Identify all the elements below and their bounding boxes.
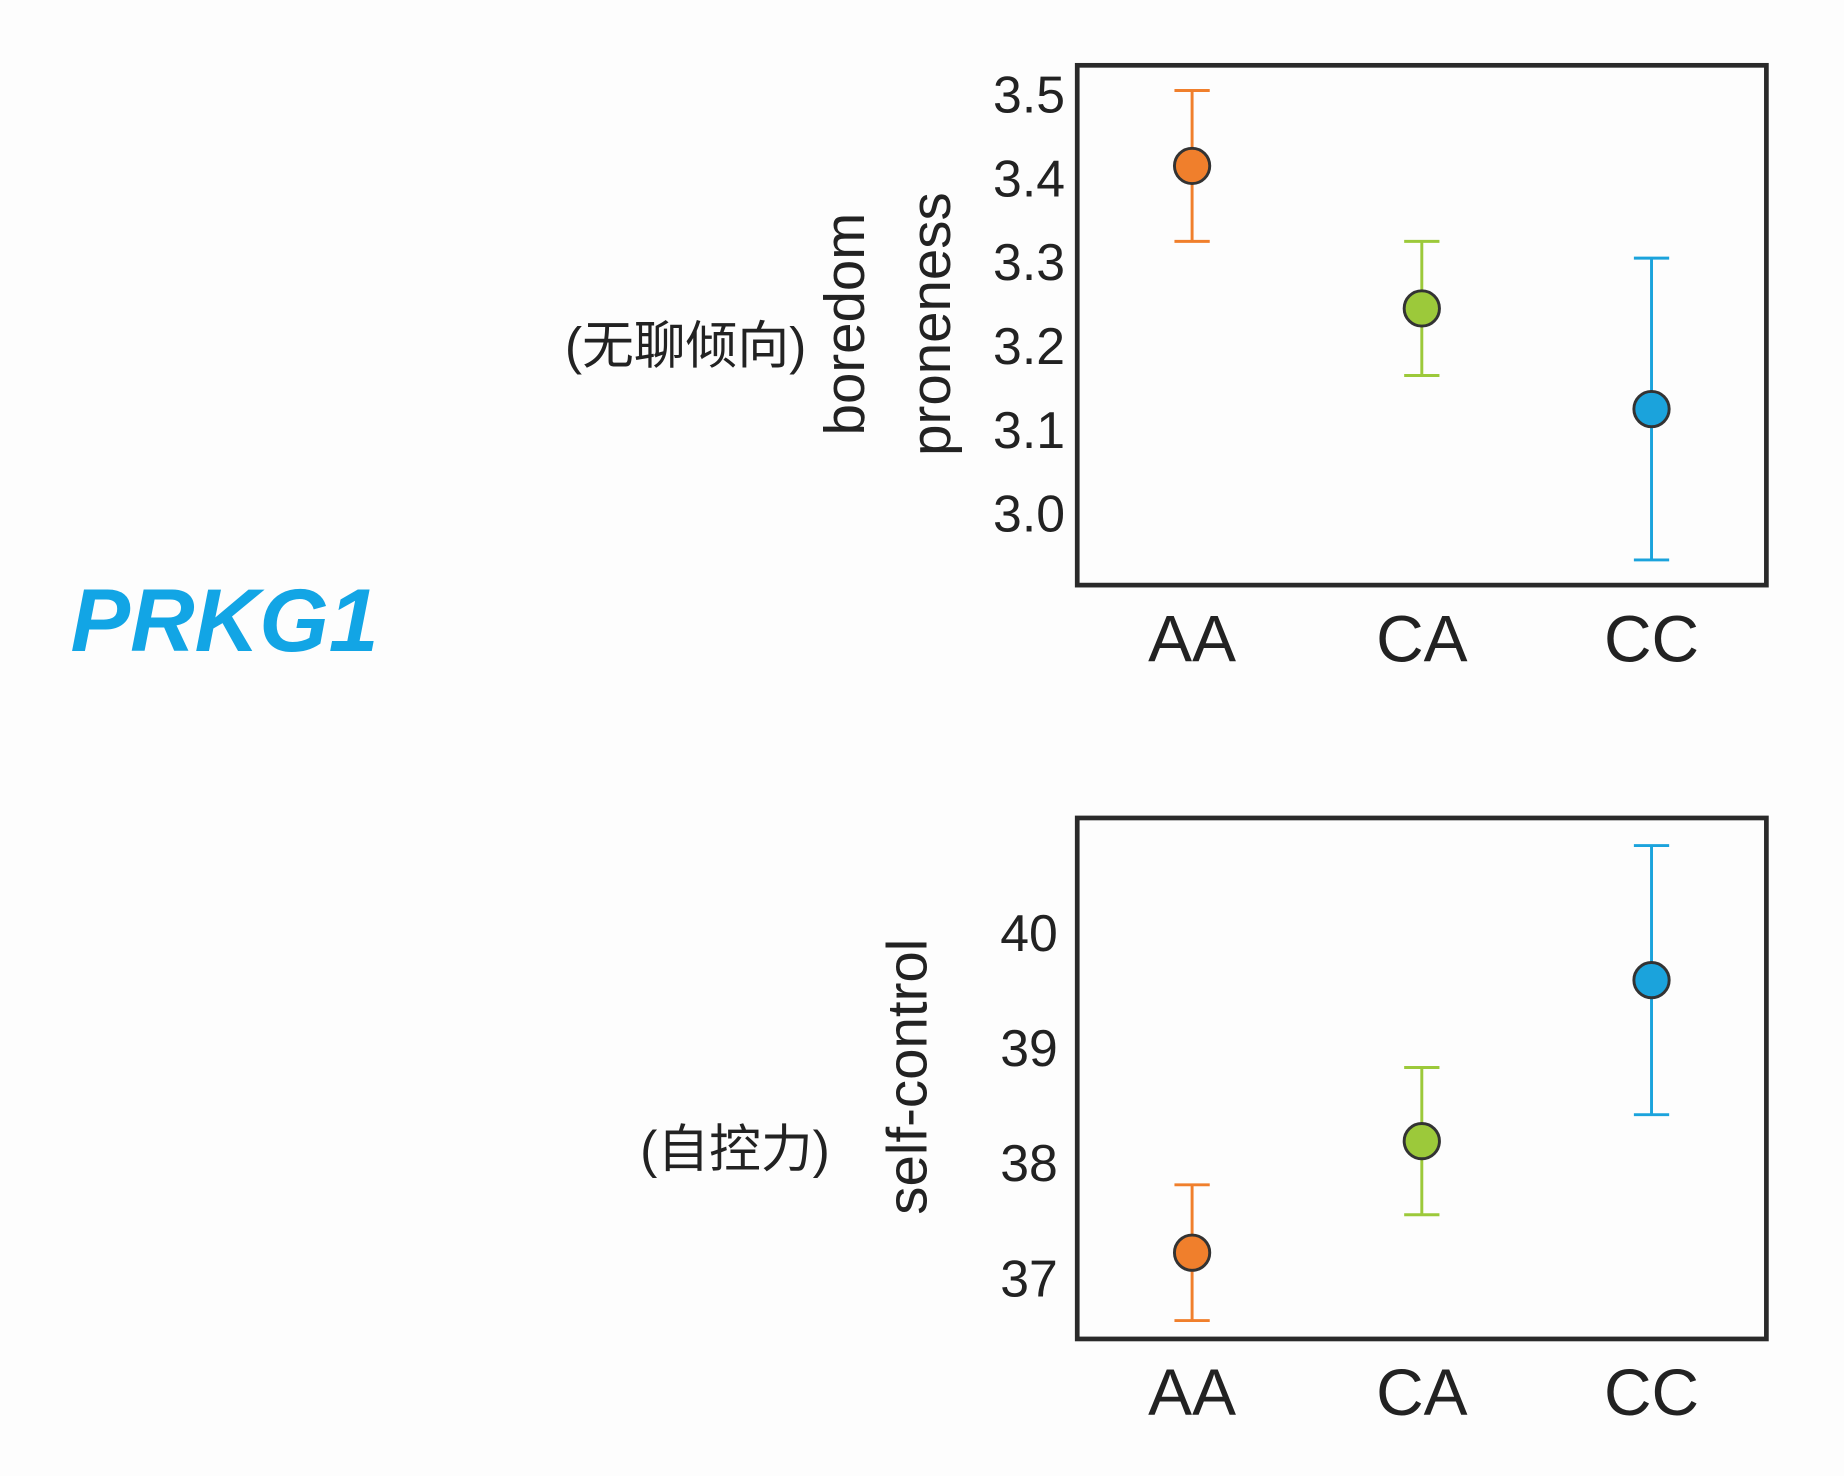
x-tick-label: AA bbox=[1148, 601, 1236, 675]
annotation: (自控力) bbox=[640, 1120, 830, 1178]
mean-point bbox=[1632, 961, 1671, 1000]
y-axis-label: proneness bbox=[899, 192, 962, 456]
plot-frame bbox=[1074, 815, 1769, 1342]
x-tick-label: CC bbox=[1604, 1355, 1699, 1429]
y-tick-label: 3.0 bbox=[993, 485, 1065, 543]
y-tick-label: 3.1 bbox=[993, 401, 1065, 459]
y-tick-label: 3.3 bbox=[993, 233, 1065, 291]
x-tick-label: CA bbox=[1376, 601, 1468, 675]
y-tick-label: 40 bbox=[1000, 904, 1058, 962]
y-axis-label: self-control bbox=[875, 939, 938, 1215]
y-tick-label: 38 bbox=[1000, 1134, 1058, 1192]
mean-point bbox=[1632, 389, 1671, 429]
gene-title: PRKG1 bbox=[71, 570, 379, 670]
mean-point bbox=[1172, 146, 1212, 186]
y-tick-label: 3.4 bbox=[993, 149, 1065, 207]
mean-point bbox=[1402, 1122, 1441, 1161]
x-tick-label: AA bbox=[1148, 1355, 1236, 1429]
y-tick-label: 3.2 bbox=[993, 317, 1065, 375]
annotation: (无聊倾向) bbox=[565, 317, 806, 375]
x-tick-label: CC bbox=[1604, 601, 1699, 675]
mean-point bbox=[1172, 1233, 1212, 1272]
y-axis-label: boredom bbox=[813, 213, 876, 436]
mean-point bbox=[1402, 289, 1441, 328]
y-tick-label: 37 bbox=[1000, 1249, 1058, 1307]
x-tick-label: CA bbox=[1376, 1355, 1468, 1429]
y-tick-label: 3.5 bbox=[993, 66, 1065, 124]
y-tick-label: 39 bbox=[1000, 1019, 1058, 1077]
plot-frame bbox=[1074, 62, 1769, 588]
